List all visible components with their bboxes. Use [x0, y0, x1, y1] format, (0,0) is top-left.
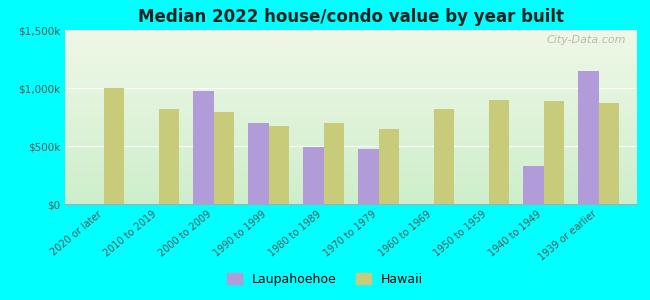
- Bar: [378, 129, 399, 204]
- Title: Median 2022 house/condo value by year built: Median 2022 house/condo value by year bu…: [138, 8, 564, 26]
- Bar: [324, 123, 344, 204]
- Bar: [248, 123, 268, 204]
- Bar: [159, 109, 179, 204]
- Bar: [434, 109, 454, 204]
- Bar: [489, 100, 510, 204]
- Bar: [303, 147, 324, 204]
- Bar: [543, 101, 564, 204]
- Bar: [358, 149, 378, 204]
- Bar: [192, 92, 213, 204]
- Text: City-Data.com: City-Data.com: [546, 35, 625, 45]
- Bar: [523, 166, 543, 204]
- Bar: [268, 126, 289, 204]
- Bar: [213, 112, 235, 204]
- Bar: [578, 70, 599, 204]
- Bar: [103, 88, 124, 204]
- Bar: [599, 103, 619, 204]
- Legend: Laupahoehoe, Hawaii: Laupahoehoe, Hawaii: [222, 268, 428, 291]
